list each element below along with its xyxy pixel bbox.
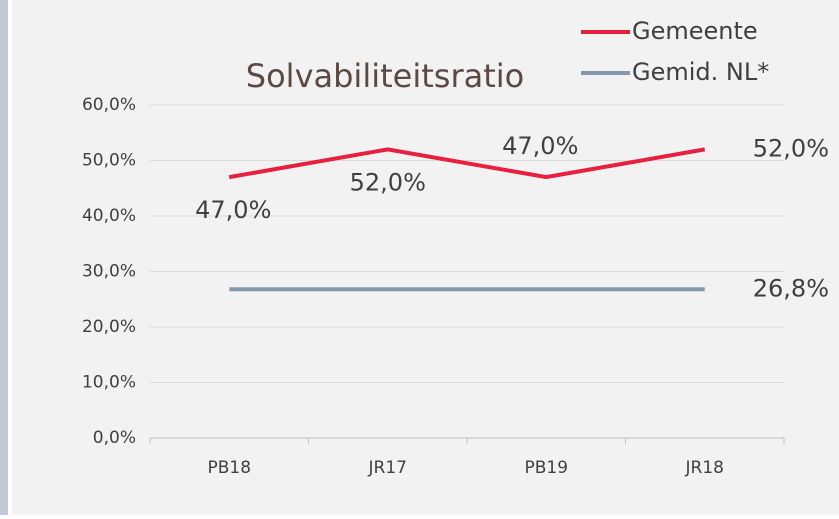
y-tick-label: 10,0%	[82, 373, 136, 393]
x-tick-label: PB18	[207, 458, 251, 478]
chart-title: Solvabiliteitsratio	[246, 57, 524, 95]
y-tick-label: 50,0%	[82, 151, 136, 171]
x-tick-label: JR17	[368, 458, 407, 478]
chart-background	[12, 0, 839, 515]
data-label: 26,8%	[753, 274, 829, 302]
series-line	[228, 147, 706, 180]
legend-label: Gemeente	[632, 17, 758, 45]
y-tick-label: 30,0%	[82, 262, 136, 282]
data-label: 52,0%	[350, 168, 426, 196]
y-tick-label: 20,0%	[82, 317, 136, 337]
y-tick-label: 60,0%	[82, 95, 136, 115]
side-stripe	[0, 0, 8, 515]
data-label: 47,0%	[195, 196, 271, 224]
data-label: 52,0%	[753, 134, 829, 162]
y-tick-label: 0,0%	[93, 428, 136, 448]
x-tick-label: JR18	[685, 458, 724, 478]
data-label: 47,0%	[502, 132, 578, 160]
legend-label: Gemid. NL*	[632, 58, 769, 86]
y-tick-label: 40,0%	[82, 206, 136, 226]
x-tick-label: PB19	[524, 458, 568, 478]
